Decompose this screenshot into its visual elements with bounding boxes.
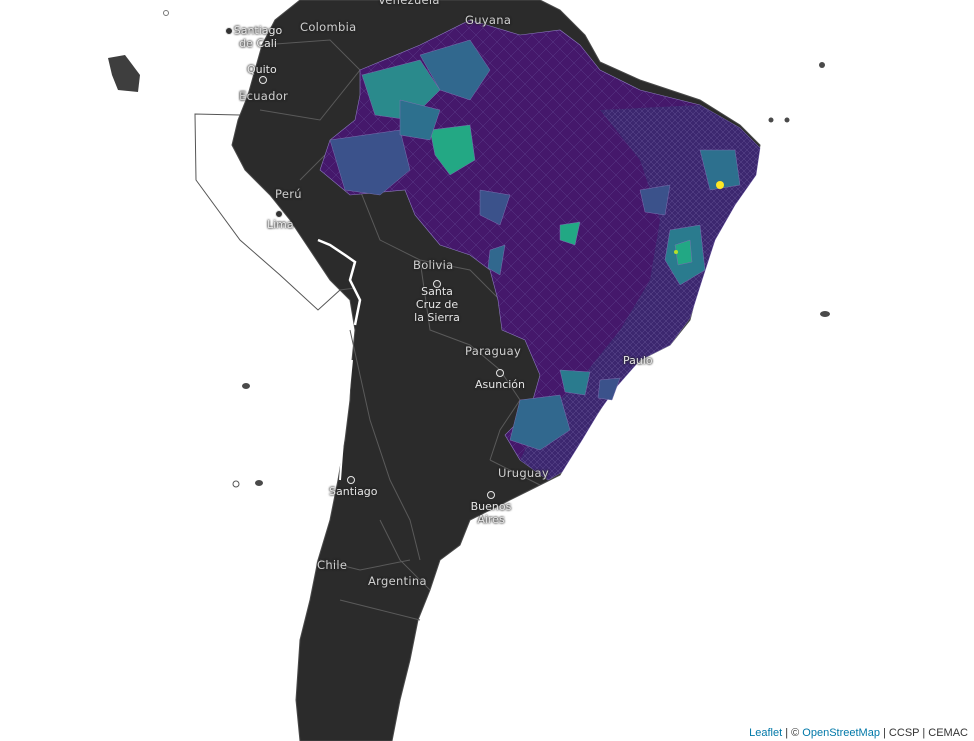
- island: [163, 10, 169, 16]
- openstreetmap-link[interactable]: OpenStreetMap: [802, 727, 880, 739]
- city-marker: [496, 369, 504, 377]
- city-marker: [275, 210, 283, 218]
- choropleth-highlights: [329, 39, 741, 451]
- label-argentina: Argentina: [368, 574, 427, 588]
- attribution-bar: Leaflet | © OpenStreetMap | CCSP | CEMAC: [743, 725, 974, 741]
- city-marker: [487, 491, 495, 499]
- island: [784, 117, 790, 123]
- city-marker: [347, 476, 355, 484]
- city-marker: [225, 27, 233, 35]
- label-bolivia: Bolivia: [413, 258, 454, 272]
- city-marker: [433, 280, 441, 288]
- label-asuncion: Asunción: [475, 378, 526, 391]
- label-santiago: Santiago: [329, 485, 378, 498]
- island: [768, 117, 774, 123]
- label-santiago-de-cali: Santiago de Cali: [233, 24, 283, 50]
- label-colombia: Colombia: [300, 20, 357, 34]
- leaflet-link[interactable]: Leaflet: [749, 727, 783, 739]
- label-paraguay: Paraguay: [465, 344, 522, 358]
- label-venezuela: Venezuela: [378, 0, 440, 7]
- label-peru: Perú: [275, 187, 302, 201]
- label-ecuador: Ecuador: [239, 89, 289, 103]
- attribution-copyright: | ©: [785, 727, 800, 739]
- maritime-boundary: [194, 113, 356, 311]
- coastal-line: [339, 359, 353, 481]
- island: [820, 311, 830, 317]
- label-guyana: Guyana: [465, 13, 512, 27]
- coastal-line: [317, 238, 362, 326]
- label-santa-cruz: Santa Cruz de la Sierra: [414, 285, 460, 324]
- attribution-providers: | CCSP | CEMAC: [883, 727, 968, 739]
- label-lima: Lima: [267, 218, 294, 231]
- hotspot: [674, 250, 678, 254]
- galapagos-islands: [108, 55, 140, 92]
- city-marker: [259, 76, 267, 84]
- label-sao-paulo: Paulo: [623, 354, 653, 367]
- island: [819, 62, 825, 68]
- hotspot: [716, 181, 724, 189]
- label-uruguay: Uruguay: [498, 466, 549, 480]
- label-quito: Quito: [247, 63, 277, 76]
- label-buenos-aires: Buenos Aires: [470, 500, 512, 526]
- label-chile: Chile: [317, 558, 348, 572]
- island: [242, 383, 250, 389]
- island: [232, 480, 240, 488]
- island: [255, 480, 263, 486]
